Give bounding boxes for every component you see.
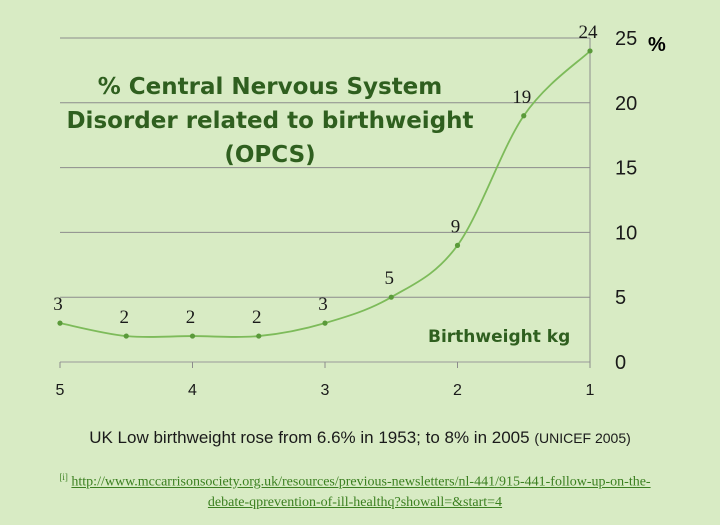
data-point (521, 113, 527, 119)
data-label: 19 (512, 87, 531, 108)
x-tick-label: 2 (453, 382, 462, 399)
y-tick-label: 10 (615, 222, 637, 244)
data-point (388, 294, 394, 300)
reference-link[interactable]: http://www.mccarrisonsociety.org.uk/reso… (71, 474, 651, 510)
data-point (454, 242, 461, 248)
data-label: 3 (53, 294, 63, 315)
x-tick-label: 1 (586, 382, 595, 399)
y-axis-unit-label: % (648, 34, 666, 56)
data-label: 5 (385, 268, 395, 289)
reference-marker: [i] (59, 472, 68, 482)
x-tick-label: 3 (321, 382, 330, 399)
y-tick-label: 15 (615, 158, 637, 180)
data-point (123, 333, 129, 339)
y-tick-label: 25 (615, 28, 637, 50)
reference: [i] http://www.mccarrisonsociety.org.uk/… (55, 467, 655, 513)
x-tick-label: 5 (56, 382, 65, 399)
data-label: 9 (451, 216, 461, 237)
series-line (59, 50, 591, 338)
chart-svg: 0 5 10 15 20 25 5 4 3 2 1 3 2 2 2 3 5 9 19 24 (53, 22, 637, 399)
data-point (256, 333, 262, 339)
data-label: 2 (252, 307, 262, 328)
data-point (189, 333, 196, 339)
x-axis-label: Birthweight kg (428, 327, 571, 347)
y-tick-label: 0 (615, 352, 626, 374)
data-point (57, 320, 63, 326)
y-tick-label: 20 (615, 93, 637, 115)
y-tick-label: 5 (615, 287, 626, 309)
data-point (587, 48, 593, 54)
data-label: 2 (120, 307, 130, 328)
footnote-source: (UNICEF 2005) (534, 430, 631, 446)
data-label: 3 (318, 294, 328, 315)
data-point (322, 320, 328, 326)
footnote: UK Low birthweight rose from 6.6% in 195… (0, 428, 720, 448)
data-label: 2 (186, 307, 196, 328)
chart-title: % Central Nervous System Disorder relate… (66, 74, 474, 168)
data-label: 24 (579, 22, 599, 43)
x-tick-label: 4 (188, 382, 197, 399)
footnote-text: UK Low birthweight rose from 6.6% in 195… (89, 428, 535, 447)
